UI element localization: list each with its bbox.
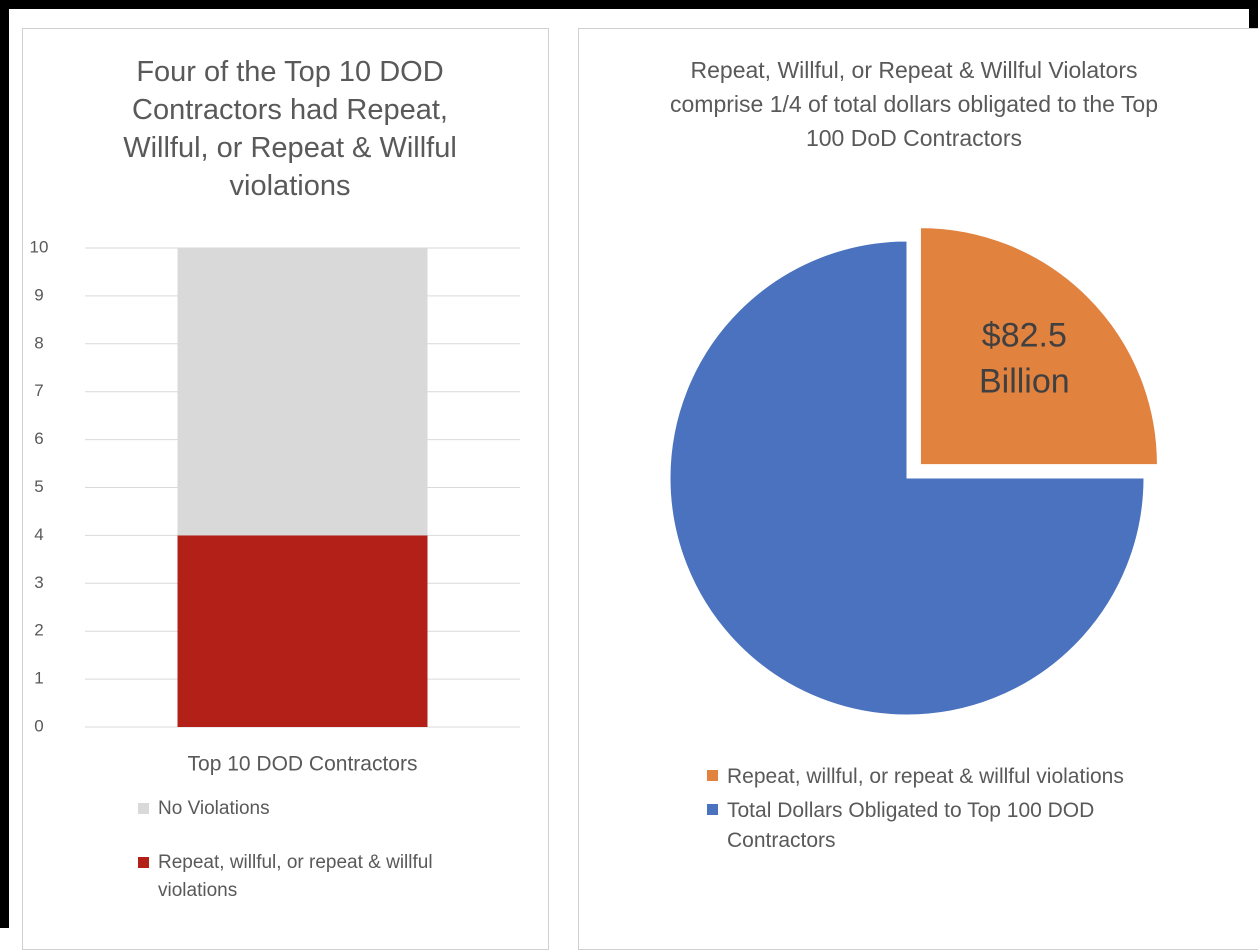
y-tick-label: 0 bbox=[34, 716, 43, 735]
data-label: $82.5 Billion bbox=[979, 317, 1070, 401]
legend-swatch bbox=[138, 857, 149, 868]
legend-item: Repeat, willful, or repeat & willful vio… bbox=[707, 762, 1167, 792]
legend-label: Repeat, willful, or repeat & willful vio… bbox=[727, 765, 1124, 788]
chart: 0 1 2 3 4 5 6 7 8 9 10 Top 10 DOD Contractors $82.5 B… bbox=[30, 227, 1158, 776]
y-tick-label: 3 bbox=[34, 573, 43, 592]
legend-item: Total Dollars Obligated to Top 100 DOD C… bbox=[707, 796, 1167, 856]
y-tick-label: 5 bbox=[34, 477, 43, 496]
bar bbox=[177, 535, 428, 727]
legend-swatch bbox=[138, 803, 149, 814]
bar bbox=[177, 248, 428, 536]
y-tick-label: 4 bbox=[34, 525, 43, 544]
bar-legend: No Violations Repeat, willful, or repeat … bbox=[138, 795, 498, 931]
pie-title: Repeat, Willful, or Repeat & Willful Vio… bbox=[670, 57, 1158, 151]
y-tick-label: 7 bbox=[34, 381, 43, 400]
pie-slice bbox=[919, 227, 1158, 466]
legend-item: No Violations bbox=[138, 795, 498, 823]
legend-swatch bbox=[707, 770, 718, 781]
y-tick-label: 8 bbox=[34, 333, 43, 352]
y-tick-label: 1 bbox=[34, 669, 43, 688]
y-tick-label: 2 bbox=[34, 621, 43, 640]
x-tick-label: Top 10 DOD Contractors bbox=[188, 753, 418, 776]
legend-swatch bbox=[707, 804, 718, 815]
legend-label: No Violations bbox=[158, 798, 270, 819]
y-tick-label: 10 bbox=[30, 237, 49, 256]
legend-item: Repeat, willful, or repeat & willful vio… bbox=[138, 849, 498, 905]
bar-title: Four of the Top 10 DOD Contractors had R… bbox=[123, 56, 457, 202]
pie-legend: Repeat, willful, or repeat & willful vio… bbox=[707, 762, 1167, 860]
y-tick-label: 6 bbox=[34, 429, 43, 448]
pie-slice bbox=[669, 240, 1145, 716]
legend-label: Repeat, willful, or repeat & willful vio… bbox=[158, 852, 433, 901]
legend-label: Total Dollars Obligated to Top 100 DOD C… bbox=[727, 799, 1095, 852]
y-tick-label: 9 bbox=[34, 285, 43, 304]
